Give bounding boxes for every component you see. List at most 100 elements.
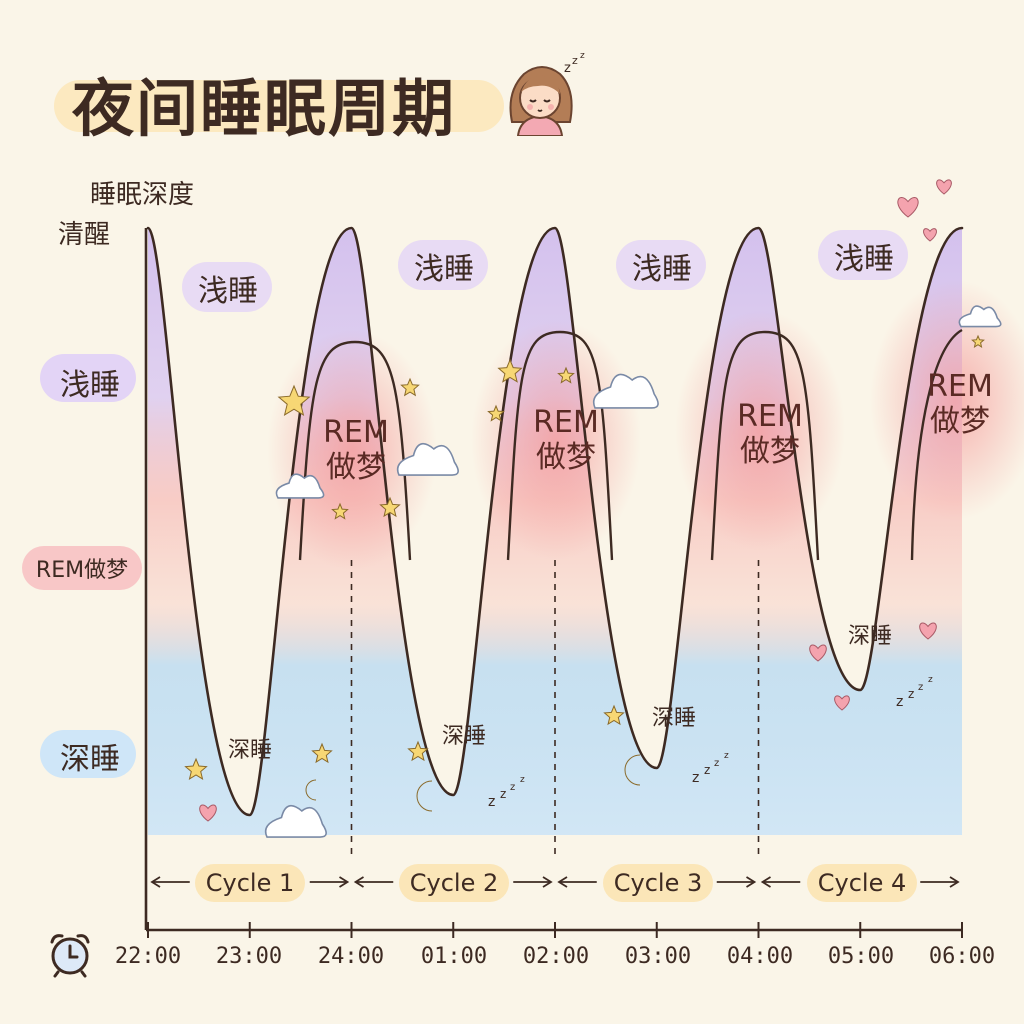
- cycle-label-3: Cycle 3: [603, 864, 713, 902]
- star-icon: [311, 742, 333, 764]
- y-level-awake: 清醒: [58, 220, 111, 250]
- zzz-letter: z: [908, 687, 914, 701]
- rem-label-2-line2: 做梦: [536, 439, 596, 475]
- rem-arc-1: [298, 340, 412, 561]
- rem-label-1-line2: 做梦: [326, 449, 386, 485]
- x-tick-label: 05:00: [827, 944, 895, 969]
- moon-icon: [305, 779, 317, 801]
- cycle-arrowhead-right-2: [542, 876, 553, 888]
- star-icon: [557, 366, 575, 384]
- star-icon: [497, 358, 523, 383]
- star-icon: [184, 757, 208, 780]
- cycle-arrowhead-right-4: [949, 876, 960, 888]
- zzz-icon: z z zz: [896, 675, 933, 710]
- heart-icon: [923, 228, 937, 242]
- y-axis-title: 睡眠深度: [90, 180, 195, 210]
- rem-label-3-line1: REM: [737, 399, 803, 434]
- zzz-letter: z: [488, 794, 495, 810]
- zzz-letter: z: [724, 751, 729, 761]
- y-level-deep: 深睡: [60, 742, 120, 777]
- cloud-icon: [275, 473, 325, 499]
- x-tick-label: 24:00: [317, 944, 385, 969]
- deep-sleep-label-2: 深睡: [442, 724, 487, 749]
- cycle-arrowhead-right-1: [339, 876, 350, 888]
- light-label-bubble-1: [182, 262, 272, 312]
- light-sleep-label-3: 浅睡: [632, 252, 692, 287]
- cycle-label-2: Cycle 2: [399, 864, 509, 902]
- star-icon: [331, 502, 349, 520]
- x-tick-label: 03:00: [624, 944, 692, 969]
- cycle-arrowhead-left-4: [760, 876, 771, 888]
- heart-icon: [834, 695, 850, 711]
- star-icon: [487, 404, 505, 422]
- zzz-letter: z: [520, 775, 525, 785]
- chart-title: 夜间睡眠周期: [72, 72, 457, 145]
- rem-label-1-line1: REM: [323, 415, 389, 450]
- rem-label-3: REM 做梦: [730, 399, 810, 469]
- y-level-light: 浅睡: [60, 368, 120, 403]
- heart-icon: [199, 804, 217, 822]
- x-tick-label: 04:00: [726, 944, 794, 969]
- deep-sleep-label-4: 深睡: [848, 624, 893, 649]
- zzz-letter: z: [714, 758, 719, 769]
- sleeping-girl-icon: z z z: [509, 52, 585, 136]
- cycle-arrowhead-left-2: [353, 876, 364, 888]
- light-sleep-label-4: 浅睡: [834, 242, 894, 277]
- rem-arc-2: [506, 330, 614, 561]
- cycle-arrowhead-left-1: [150, 876, 161, 888]
- rem-label-2: REM 做梦: [526, 405, 606, 475]
- cloud-icon: [264, 804, 327, 838]
- cycle-arrowhead-left-3: [557, 876, 568, 888]
- zzz-letter: z: [704, 763, 710, 777]
- star-icon: [277, 384, 311, 416]
- zzz-letter: z: [500, 787, 506, 801]
- deep-sleep-label-3: 深睡: [652, 706, 697, 731]
- zzz-icon: z z zz: [692, 751, 729, 786]
- x-tick-label: 06:00: [928, 944, 996, 969]
- x-tick-label: 01:00: [420, 944, 488, 969]
- alarm-clock-icon: [50, 934, 90, 978]
- light-sleep-label-2: 浅睡: [414, 252, 474, 287]
- cycle-label-4: Cycle 4: [807, 864, 917, 902]
- y-level-rem: REM做梦: [35, 558, 129, 583]
- moon-icon: [416, 780, 433, 812]
- svg-text:z: z: [564, 61, 571, 76]
- zzz-letter: z: [510, 782, 515, 793]
- y-level-deep-bubble: [40, 730, 136, 778]
- svg-text:z: z: [580, 52, 585, 61]
- rem-label-4: REM 做梦: [920, 369, 1000, 439]
- rem-glow-4: [870, 280, 1024, 520]
- heart-icon: [919, 622, 937, 640]
- sleep-depth-line: [146, 226, 964, 817]
- rem-label-2-line1: REM: [533, 405, 599, 440]
- zzz-icon: z z zz: [488, 775, 525, 810]
- rem-label-3-line2: 做梦: [740, 433, 800, 469]
- light-label-bubble-2: [398, 240, 488, 290]
- light-sleep-label-1: 浅睡: [198, 274, 258, 309]
- star-icon: [603, 704, 625, 726]
- zzz-letter: z: [692, 770, 699, 786]
- zzz-letter: z: [928, 675, 933, 685]
- rem-arc-3: [710, 330, 820, 561]
- zzz-letter: z: [896, 694, 903, 710]
- moon-icon: [624, 754, 641, 786]
- light-label-bubble-3: [616, 240, 706, 290]
- star-icon: [971, 334, 985, 348]
- star-icon: [379, 496, 401, 518]
- title-highlight: [54, 80, 504, 132]
- star-icon: [400, 377, 420, 397]
- cloud-icon: [958, 305, 1002, 328]
- x-tick-label: 02:00: [522, 944, 590, 969]
- rem-arc-4: [910, 328, 963, 561]
- heart-icon: [809, 644, 827, 662]
- y-level-light-bubble: [40, 354, 136, 402]
- light-label-bubble-4: [818, 230, 908, 280]
- x-tick-label: 22:00: [114, 944, 182, 969]
- rem-label-4-line1: REM: [927, 369, 993, 404]
- rem-label-4-line2: 做梦: [930, 403, 990, 439]
- zzz-letter: z: [918, 682, 923, 693]
- star-icon: [407, 740, 429, 762]
- cloud-icon: [592, 373, 659, 409]
- x-tick-label: 23:00: [215, 944, 283, 969]
